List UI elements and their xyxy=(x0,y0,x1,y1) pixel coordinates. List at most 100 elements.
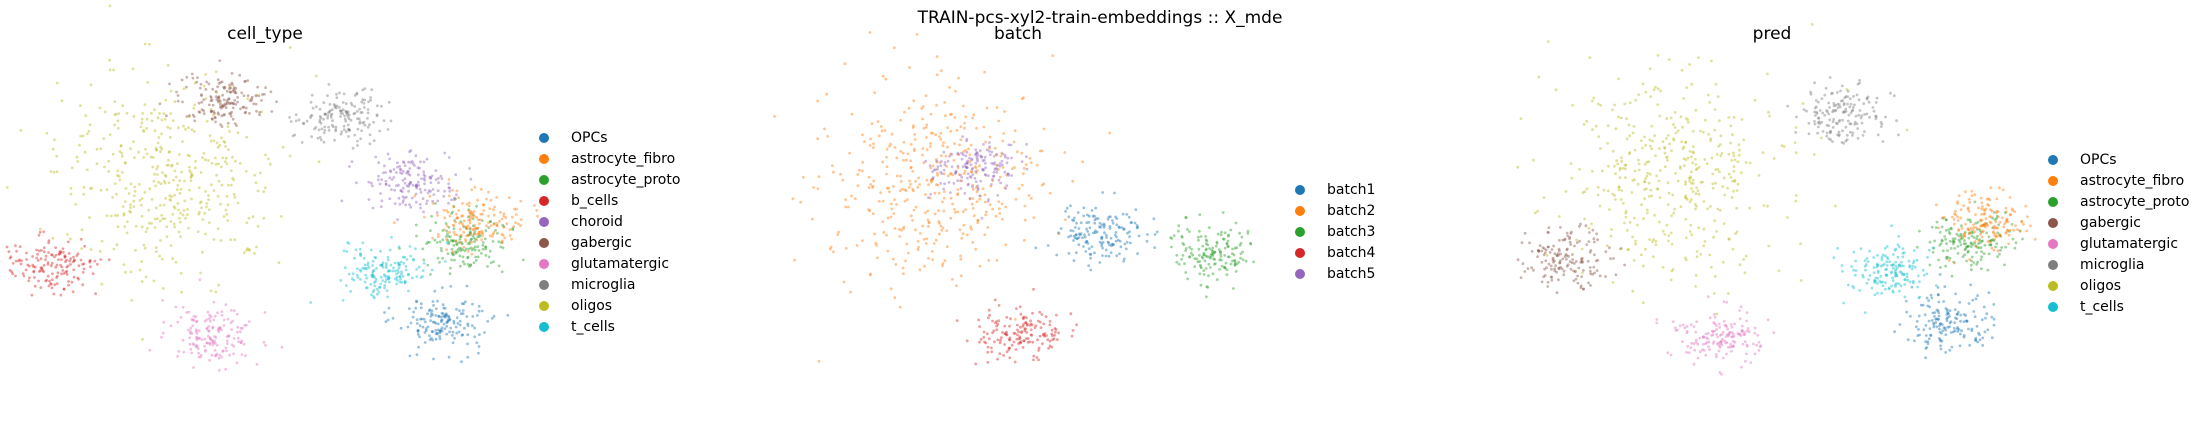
scatter-point xyxy=(1889,91,1892,95)
scatter-point xyxy=(459,312,463,316)
scatter-point xyxy=(501,233,505,237)
scatter-point xyxy=(359,253,362,256)
scatter-point xyxy=(1938,273,1942,276)
scatter-point xyxy=(1960,226,1964,230)
scatter-point xyxy=(994,214,998,218)
scatter-point xyxy=(1988,215,1992,218)
scatter-point xyxy=(190,332,194,335)
scatter-point xyxy=(1003,170,1007,174)
scatter-point xyxy=(358,107,361,111)
scatter-point xyxy=(1936,317,1940,321)
scatter-point xyxy=(1844,95,1848,98)
scatter-point xyxy=(221,105,225,109)
scatter-point xyxy=(481,203,485,207)
scatter-point xyxy=(1927,319,1931,323)
scatter-point xyxy=(356,276,360,279)
scatter-point xyxy=(1542,196,1546,200)
scatter-point xyxy=(1013,360,1017,364)
scatter-point xyxy=(14,274,17,278)
scatter-point xyxy=(161,217,165,221)
scatter-point xyxy=(116,126,120,130)
scatter-point xyxy=(1581,260,1584,264)
scatter-point xyxy=(175,90,178,94)
scatter-point xyxy=(197,329,201,333)
scatter-point xyxy=(1768,114,1771,118)
scatter-point xyxy=(47,284,51,288)
legend-item-microglia: microglia xyxy=(539,274,680,295)
scatter-point xyxy=(889,215,893,219)
scatter-point xyxy=(1654,243,1658,247)
scatter-point xyxy=(1879,264,1883,268)
scatter-point xyxy=(1680,68,1684,72)
scatter-point xyxy=(1012,340,1016,344)
scatter-point xyxy=(1567,255,1570,258)
scatter-point xyxy=(1963,231,1967,234)
scatter-point xyxy=(409,180,412,184)
scatter-point xyxy=(893,46,896,50)
scatter-point xyxy=(371,271,375,274)
scatter-point xyxy=(1918,333,1921,337)
scatter-point xyxy=(260,99,263,102)
scatter-point xyxy=(1976,220,1980,224)
scatter-point xyxy=(1723,323,1727,327)
scatter-point xyxy=(452,243,456,247)
scatter-point xyxy=(1100,244,1103,248)
scatter-point xyxy=(1982,224,1986,228)
scatter-point xyxy=(1924,324,1928,327)
scatter-point xyxy=(519,218,523,222)
scatter-point xyxy=(209,289,213,293)
scatter-point xyxy=(1847,283,1850,287)
scatter-point xyxy=(487,226,491,230)
scatter-point xyxy=(957,153,961,156)
scatter-point xyxy=(1942,215,1946,219)
scatter-point xyxy=(1944,264,1948,268)
scatter-point xyxy=(48,279,51,283)
scatter-point xyxy=(1899,284,1903,288)
scatter-point xyxy=(953,207,956,211)
scatter-point xyxy=(831,164,834,168)
scatter-point xyxy=(1851,108,1855,112)
scatter-point xyxy=(1979,233,1982,236)
scatter-point xyxy=(1945,242,1948,246)
scatter-point xyxy=(1846,95,1849,98)
scatter-point xyxy=(1574,277,1578,281)
scatter-point xyxy=(449,239,453,242)
scatter-point xyxy=(434,322,438,325)
scatter-point xyxy=(107,258,111,262)
scatter-point xyxy=(1005,184,1009,188)
scatter-point xyxy=(172,205,176,209)
scatter-point xyxy=(209,139,213,143)
scatter-point xyxy=(445,324,449,328)
scatter-point xyxy=(133,185,137,189)
scatter-point xyxy=(1908,280,1912,284)
scatter-point xyxy=(1729,176,1733,179)
scatter-point xyxy=(141,112,145,115)
scatter-point xyxy=(968,197,972,200)
scatter-point xyxy=(1725,352,1728,356)
scatter-point xyxy=(1949,247,1953,250)
scatter-point xyxy=(242,251,246,255)
scatter-point xyxy=(1239,241,1243,245)
scatter-point xyxy=(460,333,464,337)
scatter-point xyxy=(937,220,941,223)
scatter-point xyxy=(455,307,458,311)
scatter-point xyxy=(255,93,259,97)
scatter-point xyxy=(1001,152,1005,156)
scatter-point xyxy=(421,269,425,272)
scatter-point xyxy=(477,351,480,355)
scatter-point xyxy=(404,203,408,207)
scatter-point xyxy=(188,169,192,173)
scatter-point xyxy=(1584,224,1588,228)
scatter-point xyxy=(199,82,203,86)
scatter-point xyxy=(1103,231,1106,235)
scatter-point xyxy=(228,130,232,133)
scatter-point xyxy=(962,223,966,227)
scatter-point xyxy=(1727,172,1731,176)
scatter-point xyxy=(159,150,162,154)
scatter-point xyxy=(986,174,990,178)
scatter-point xyxy=(962,153,965,157)
scatter-point xyxy=(71,290,75,294)
scatter-point xyxy=(1022,96,1025,99)
scatter-point xyxy=(467,208,471,212)
scatter-point xyxy=(395,272,398,276)
